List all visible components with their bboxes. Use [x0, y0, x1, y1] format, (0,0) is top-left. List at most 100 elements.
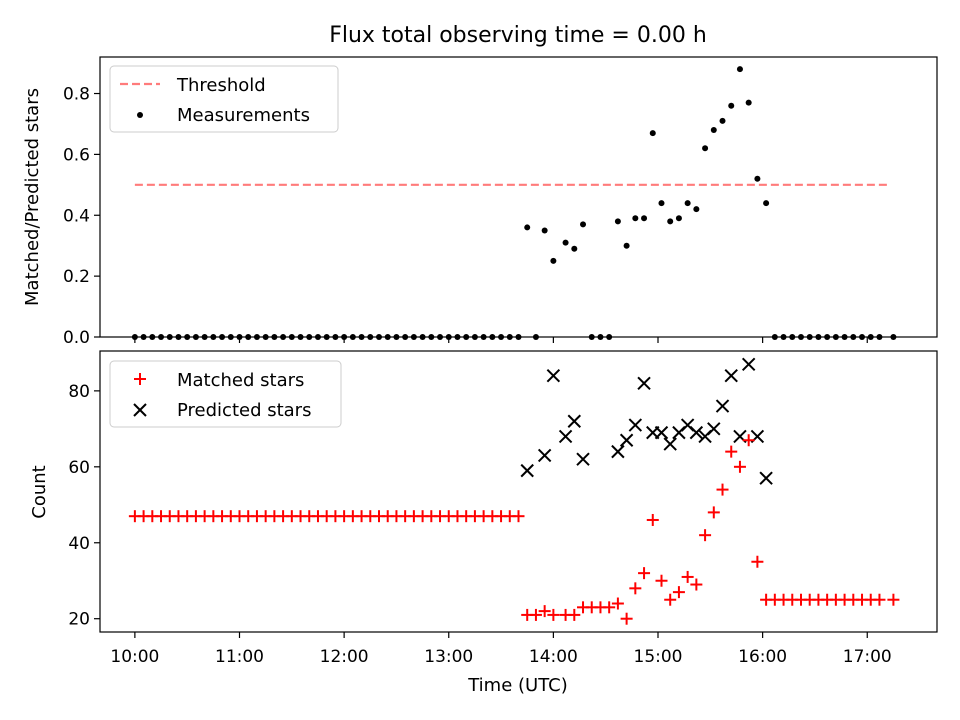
matched-marker [699, 529, 712, 542]
x-tick-label: 15:00 [634, 647, 683, 667]
bottom-y-ticks: 20 40 60 80 [68, 382, 100, 630]
predicted-marker-b [759, 471, 773, 485]
predicted-marker [619, 433, 634, 447]
matched-marker [690, 578, 703, 591]
x-tick-label: 17:00 [843, 647, 892, 667]
predicted-marker-b [689, 425, 704, 440]
measurement-point [736, 66, 743, 73]
bottom-y-tick-label: 60 [68, 458, 90, 478]
matched-marker [529, 608, 542, 621]
bottom-y-tick-label: 80 [68, 382, 90, 402]
bottom-y-tick-label: 20 [68, 610, 90, 630]
top-y-tick-label: 0.8 [63, 85, 90, 105]
predicted-marker-b [680, 418, 695, 432]
matched-marker [664, 593, 677, 606]
predicted-marker [637, 376, 651, 390]
x-axis-label: Time (UTC) [467, 675, 568, 696]
top-y-tick-label: 0.6 [63, 145, 90, 165]
predicted-marker-b [576, 452, 590, 466]
legend-predicted-x [133, 403, 147, 417]
measurement-point [658, 200, 665, 207]
predicted-marker-b [637, 376, 651, 390]
measurement-point [524, 224, 531, 231]
predicted-marker-b [628, 418, 643, 432]
x-tick-label: 10:00 [110, 647, 159, 667]
predicted-marker-b [619, 433, 634, 447]
legend-matched-label: Matched stars [177, 370, 304, 391]
measurement-point [745, 99, 752, 106]
matched-marker [751, 555, 764, 568]
legend-predicted-marker [133, 403, 147, 417]
matched-marker [603, 601, 616, 614]
matched-marker [725, 445, 738, 458]
predicted-marker [628, 418, 643, 432]
predicted-marker-b [558, 429, 573, 444]
matched-marker [568, 608, 581, 621]
matched-marker [547, 608, 560, 621]
bottom-axes-frame [99, 350, 938, 633]
predicted-marker-b [654, 425, 669, 440]
matched-marker [512, 510, 525, 523]
predicted-marker [759, 471, 773, 485]
top-y-tick-label: 0.0 [63, 328, 90, 348]
measurement-point [649, 130, 656, 137]
top-y-tick-label: 0.4 [63, 206, 90, 226]
top-x-ticks [134, 337, 868, 343]
top-y-tick-label: 0.2 [63, 267, 90, 287]
chart-title: Flux total observing time = 0.00 h [329, 23, 707, 48]
measurement-point [702, 145, 709, 152]
bottom-y-axis-label: Count [29, 465, 50, 518]
predicted-marker-b [611, 444, 625, 459]
matched-marker [672, 586, 685, 599]
measurement-point [754, 175, 761, 182]
measurement-point [728, 102, 735, 109]
bottom-y-tick-label: 40 [68, 534, 90, 554]
top-legend-box [109, 65, 339, 133]
matched-marker [611, 597, 624, 610]
predicted-marker [537, 448, 552, 463]
measurement-point [667, 218, 674, 225]
predicted-marker-b [567, 414, 582, 428]
bottom-x-ticks: 10:00 11:00 12:00 13:00 14:00 15:00 16:00 17:00 [110, 632, 892, 667]
matched-marker [873, 593, 886, 606]
measurement-point [675, 215, 682, 222]
legend-predicted-x-b [133, 403, 147, 417]
matched-marker [638, 567, 651, 580]
measurement-point [632, 215, 639, 222]
predicted-marker [689, 425, 704, 440]
predicted-marker [520, 463, 534, 478]
matched-marker [681, 570, 694, 583]
measurement-point [550, 257, 557, 264]
x-tick-label: 14:00 [529, 647, 578, 667]
matched-marker [620, 612, 633, 625]
matched-marker [742, 434, 755, 447]
predicted-marker-b [546, 368, 561, 383]
measurement-point [641, 215, 648, 222]
predicted-marker [654, 425, 669, 440]
measurement-point [719, 117, 726, 124]
matched-marker [733, 460, 746, 473]
predicted-marker-b [663, 437, 677, 451]
legend-matched-plus [134, 373, 146, 385]
predicted-marker-b [741, 357, 756, 371]
bottom-legend: Matched stars Predicted stars [109, 360, 342, 428]
predicted-marker [546, 368, 561, 383]
measurement-point [614, 218, 621, 225]
measurement-point [562, 239, 569, 246]
x-tick-label: 13:00 [424, 647, 473, 667]
predicted-marker [611, 444, 625, 459]
predicted-marker-b [537, 448, 552, 463]
predicted-marker-b [520, 463, 534, 478]
legend-predicted-label: Predicted stars [177, 400, 311, 421]
measurement-point [684, 200, 691, 207]
predicted-marker-b [724, 368, 738, 383]
top-legend: Threshold Measurements [109, 65, 339, 133]
predicted-marker [567, 414, 582, 428]
predicted-marker-b [733, 429, 747, 444]
top-y-ticks: 0.0 0.2 0.4 0.6 0.8 [63, 85, 100, 348]
measurement-point [623, 242, 630, 249]
measurement-point [693, 206, 700, 213]
x-tick-label: 16:00 [738, 647, 787, 667]
